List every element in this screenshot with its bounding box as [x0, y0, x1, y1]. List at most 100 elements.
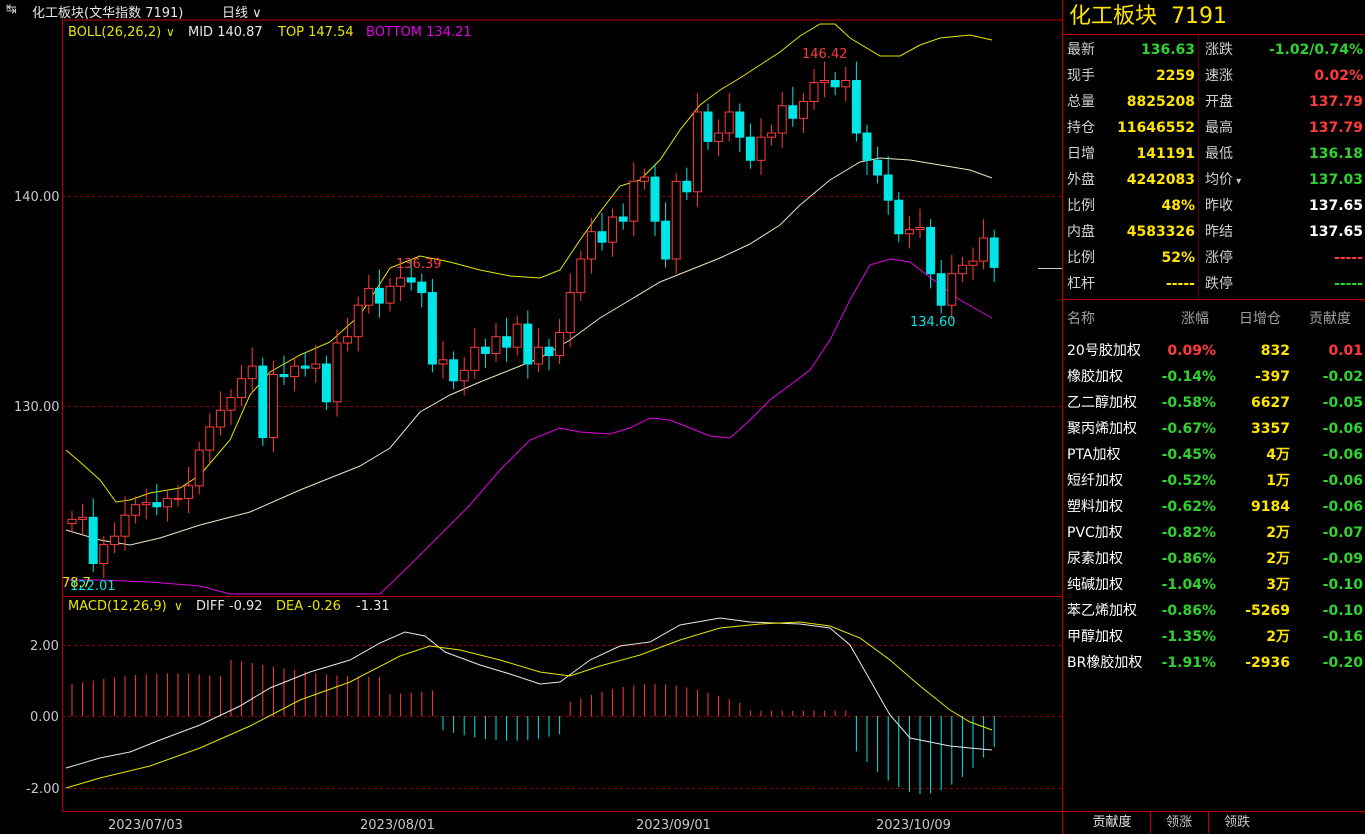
- boll-top-value: TOP 147.54: [277, 25, 354, 40]
- candle-body: [268, 374, 278, 438]
- quote-row-right-1: 速涨 0.02%: [1205, 63, 1363, 89]
- candle-body: [343, 336, 353, 344]
- panel-instrument-code: 7191: [1171, 4, 1228, 29]
- quote-label: 持仓: [1067, 120, 1095, 136]
- contrib-row[interactable]: 20号胶加权 0.09% 832 0.01: [1063, 338, 1365, 364]
- boll-dropdown-icon[interactable]: ∨: [166, 25, 175, 39]
- contrib-name: 甲醇加权: [1067, 629, 1123, 645]
- macd-dropdown-icon[interactable]: ∨: [174, 599, 183, 613]
- contrib-row[interactable]: PTA加权 -0.45% 4万 -0.06: [1063, 442, 1365, 468]
- candle-body: [141, 502, 151, 506]
- contrib-header-3[interactable]: 贡献度: [1309, 311, 1351, 327]
- contrib-name: 聚丙烯加权: [1067, 421, 1137, 437]
- annotation-high-136: 136.39: [396, 257, 442, 272]
- tab-leading-down[interactable]: 领跌: [1223, 815, 1250, 830]
- candle-body: [237, 378, 247, 399]
- annotation-low-prefix: 78.7: [62, 576, 91, 591]
- candle-body: [109, 535, 119, 546]
- candle-body: [290, 365, 300, 378]
- candle-body: [162, 497, 172, 508]
- period-selector[interactable]: 日线 ∨: [222, 2, 262, 21]
- switch-icon[interactable]: ↹: [6, 2, 17, 17]
- contrib-row[interactable]: 聚丙烯加权 -0.67% 3357 -0.06: [1063, 416, 1365, 442]
- candle-body: [777, 105, 787, 134]
- quote-label: 涨停: [1205, 250, 1233, 266]
- contrib-value: -0.07: [1322, 525, 1363, 541]
- quote-row-5: 外盘 4242083: [1067, 167, 1195, 193]
- candle-body: [449, 359, 459, 382]
- macd-indicator-label[interactable]: MACD(12,26,9): [68, 599, 167, 614]
- contrib-value: -0.06: [1322, 499, 1363, 515]
- date-tick-0703: 2023/07/03: [108, 818, 183, 833]
- contrib-row[interactable]: 纯碱加权 -1.04% 3万 -0.10: [1063, 572, 1365, 598]
- quote-label: 最低: [1205, 146, 1233, 162]
- tab-leading-up[interactable]: 领涨: [1165, 815, 1192, 830]
- contrib-header-2[interactable]: 日增仓: [1239, 311, 1281, 327]
- tab-contribution[interactable]: 贡献度: [1092, 815, 1132, 830]
- candle-body: [957, 264, 967, 275]
- contrib-change: -0.14%: [1161, 369, 1216, 385]
- quote-row-right-7: 昨结 137.65: [1205, 219, 1363, 245]
- candle-body: [862, 132, 872, 161]
- contrib-row[interactable]: 橡胶加权 -0.14% -397 -0.02: [1063, 364, 1365, 390]
- contribution-table: 名称 涨幅 日增仓 贡献度 20号胶加权 0.09% 832 0.01 橡胶加权 -0.14% -3…: [1063, 300, 1365, 671]
- candle-body: [321, 363, 331, 403]
- quote-value: 8825208: [1126, 94, 1195, 110]
- quote-row-2: 总量 8825208: [1067, 89, 1195, 115]
- candle-body: [989, 237, 999, 268]
- candle-body: [565, 292, 575, 334]
- candle-body: [968, 260, 978, 266]
- quote-value: 137.65: [1308, 198, 1363, 214]
- candle-body: [756, 136, 766, 161]
- contrib-change: -0.52%: [1161, 473, 1216, 489]
- macd-diff-line: [65, 617, 993, 769]
- contrib-name: 乙二醇加权: [1067, 395, 1137, 411]
- candle-body: [131, 504, 141, 516]
- quote-label: 杠杆: [1067, 276, 1095, 292]
- contrib-change: -0.62%: [1161, 499, 1216, 515]
- quote-panel: 化工板块 7191 最新 136.63 涨跌 -1.02/0.74% 现手 2259 速涨 0.…: [1062, 0, 1365, 834]
- quote-label: 涨跌: [1205, 42, 1233, 58]
- quote-value: 52%: [1161, 250, 1195, 266]
- candle-body: [374, 287, 384, 304]
- candle-body: [841, 80, 851, 88]
- candle-body: [173, 497, 183, 500]
- contrib-row[interactable]: 乙二醇加权 -0.58% 6627 -0.05: [1063, 390, 1365, 416]
- avg-dropdown-icon[interactable]: ▾: [1233, 176, 1242, 187]
- candle-body: [205, 426, 215, 451]
- bottom-tabs: 贡献度 领涨 领跌: [1062, 811, 1365, 834]
- candle-body: [618, 216, 628, 222]
- quote-row-right-9: 跌停 -----: [1205, 271, 1363, 297]
- quote-row-right-0: 涨跌 -1.02/0.74%: [1205, 37, 1363, 63]
- contrib-row[interactable]: 苯乙烯加权 -0.86% -5269 -0.10: [1063, 598, 1365, 624]
- annotation-low-134: 134.60: [910, 315, 956, 330]
- quote-label: 最高: [1205, 120, 1233, 136]
- contrib-oi-increase: 3357: [1251, 421, 1290, 437]
- contrib-oi-increase: 2万: [1266, 525, 1290, 541]
- quote-label: 现手: [1067, 68, 1095, 84]
- kline-chart[interactable]: 140.00 130.00 2.00 0.00 -2.00 2023/07/03…: [0, 0, 1062, 834]
- candle-body: [406, 277, 416, 283]
- contrib-value: -0.06: [1322, 447, 1363, 463]
- candle-body: [152, 502, 162, 508]
- candle-body: [438, 359, 448, 365]
- period-label: 日线: [222, 6, 249, 21]
- candle-body: [671, 180, 681, 260]
- candle-body: [639, 176, 649, 182]
- contrib-oi-increase: -5269: [1245, 603, 1290, 619]
- contrib-row[interactable]: 塑料加权 -0.62% 9184 -0.06: [1063, 494, 1365, 520]
- quote-value: 137.65: [1308, 224, 1363, 240]
- contrib-name: 橡胶加权: [1067, 369, 1123, 385]
- contrib-row[interactable]: 甲醇加权 -1.35% 2万 -0.16: [1063, 624, 1365, 650]
- quote-row-1: 现手 2259: [1067, 63, 1195, 89]
- contrib-row[interactable]: PVC加权 -0.82% 2万 -0.07: [1063, 520, 1365, 546]
- contrib-row[interactable]: 尿素加权 -0.86% 2万 -0.09: [1063, 546, 1365, 572]
- contrib-row[interactable]: 短纤加权 -0.52% 1万 -0.06: [1063, 468, 1365, 494]
- contrib-change: -1.91%: [1161, 655, 1216, 671]
- candle-body: [258, 365, 268, 439]
- boll-indicator-label[interactable]: BOLL(26,26,2): [68, 25, 161, 40]
- candle-body: [88, 516, 98, 564]
- contrib-header-0[interactable]: 名称: [1067, 311, 1095, 327]
- contrib-row[interactable]: BR橡胶加权 -1.91% -2936 -0.20: [1063, 650, 1365, 676]
- contrib-header-1[interactable]: 涨幅: [1181, 311, 1209, 327]
